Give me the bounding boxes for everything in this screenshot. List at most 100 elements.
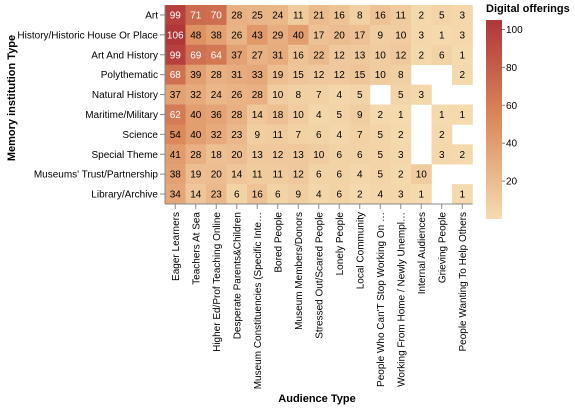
heatmap-cell xyxy=(411,164,432,185)
heatmap-cell xyxy=(288,5,309,26)
heatmap-cell xyxy=(452,44,473,65)
heatmap-cell xyxy=(247,24,268,46)
cell-value-label: 10 xyxy=(293,110,305,121)
cell-value-label: 12 xyxy=(293,170,305,181)
heatmap-cell xyxy=(370,64,391,85)
heatmap-cell xyxy=(247,5,268,26)
x-tick-label: Eager Learners xyxy=(171,212,182,281)
cell-value-label: 15 xyxy=(293,70,305,81)
y-tick-label: Art xyxy=(145,10,158,21)
heatmap-cell xyxy=(308,124,330,145)
cell-value-label: 1 xyxy=(398,110,404,121)
heatmap-cell xyxy=(431,124,453,145)
cell-value-label: 14 xyxy=(252,110,264,121)
cell-value-label: 28 xyxy=(252,90,264,101)
cell-value-label: 3 xyxy=(459,30,465,41)
cell-value-label: 10 xyxy=(313,150,325,161)
heatmap-cell xyxy=(390,84,412,105)
heatmap-cell xyxy=(267,44,289,65)
cell-value-label: 24 xyxy=(211,90,223,101)
cell-value-label: 1 xyxy=(418,190,424,201)
cell-value-label: 6 xyxy=(336,170,342,181)
cell-value-label: 2 xyxy=(357,190,363,201)
cell-value-label: 4 xyxy=(316,110,322,121)
cell-value-label: 10 xyxy=(375,70,387,81)
heatmap-cell xyxy=(370,44,391,65)
x-tick-label: Grieving People xyxy=(437,212,448,284)
cell-value-label: 27 xyxy=(252,50,264,61)
cell-value-label: 12 xyxy=(395,50,407,61)
heatmap-cell xyxy=(452,144,473,165)
cell-value-label: 19 xyxy=(190,170,202,181)
cell-value-label: 3 xyxy=(439,150,445,161)
cell-value-label: 16 xyxy=(375,10,387,21)
cell-value-label: 17 xyxy=(354,30,366,41)
heatmap-cell xyxy=(452,24,473,46)
heatmap-cell xyxy=(267,104,289,125)
heatmap-cell xyxy=(288,164,309,185)
heatmap-cell xyxy=(329,5,350,26)
heatmap-cell xyxy=(308,44,330,65)
cell-value-label: 1 xyxy=(439,30,445,41)
cell-value-label: 38 xyxy=(211,30,223,41)
heatmap-cell xyxy=(349,44,371,65)
heatmap-cell xyxy=(185,84,207,105)
cell-value-label: 14 xyxy=(231,170,243,181)
heatmap-cell xyxy=(370,5,391,26)
x-tick-label: Working From Home / Newly Unempl… xyxy=(396,212,407,387)
heatmap-cell xyxy=(288,144,309,165)
cell-value-label: 29 xyxy=(272,30,284,41)
x-tick-label: Internal Audiences xyxy=(417,212,428,294)
cell-value-label: 2 xyxy=(459,70,465,81)
heatmap-cell xyxy=(185,144,207,165)
cell-value-label: 33 xyxy=(252,70,264,81)
heatmap-cell xyxy=(452,104,473,125)
cell-value-label: 32 xyxy=(190,90,202,101)
cell-value-label: 14 xyxy=(190,190,202,201)
heatmap-cell xyxy=(411,84,432,105)
cell-value-label: 7 xyxy=(357,130,363,141)
cell-value-label: 54 xyxy=(170,130,182,141)
y-tick-label: Special Theme xyxy=(91,150,158,161)
heatmap-cell xyxy=(390,124,412,145)
heatmap-cell xyxy=(226,144,248,165)
heatmap-cell xyxy=(288,124,309,145)
cell-value-label: 41 xyxy=(170,150,182,161)
y-tick-label: Library/Archive xyxy=(91,190,158,201)
cell-value-label: 17 xyxy=(313,30,325,41)
heatmap-cell xyxy=(267,184,289,205)
cell-value-label: 5 xyxy=(398,90,404,101)
heatmap-cell xyxy=(329,64,350,85)
heatmap-cell xyxy=(390,104,412,125)
heatmap-cell xyxy=(165,184,186,205)
cell-value-label: 11 xyxy=(273,170,284,181)
heatmap-cell xyxy=(247,44,268,65)
heatmap-cell xyxy=(206,144,227,165)
heatmap-cell xyxy=(206,184,227,205)
heatmap-cell xyxy=(390,24,412,46)
cell-value-label: 3 xyxy=(398,150,404,161)
cell-value-label: 48 xyxy=(190,30,202,41)
cell-value-label: 70 xyxy=(211,10,223,21)
heatmap-cell xyxy=(349,164,371,185)
cell-value-label: 2 xyxy=(418,50,424,61)
cell-value-label: 28 xyxy=(190,150,202,161)
x-tick-label: Desperate Parents&Children xyxy=(232,212,243,339)
heatmap-cell xyxy=(226,184,248,205)
cell-value-label: 28 xyxy=(231,110,243,121)
heatmap-cell xyxy=(206,164,227,185)
cell-value-label: 6 xyxy=(275,190,281,201)
cell-value-label: 40 xyxy=(190,110,202,121)
cell-value-label: 6 xyxy=(316,130,322,141)
heatmap-cell xyxy=(452,184,473,205)
cell-value-label: 3 xyxy=(459,10,465,21)
cell-value-label: 2 xyxy=(398,170,404,181)
cell-value-label: 22 xyxy=(313,50,325,61)
cell-value-label: 26 xyxy=(231,30,243,41)
heatmap-cell xyxy=(452,5,473,26)
legend-ticks: 20 40 60 80 100 xyxy=(502,25,523,188)
cell-value-label: 12 xyxy=(272,150,284,161)
heatmap-cell xyxy=(185,24,207,46)
heatmap-cell xyxy=(329,84,350,105)
cell-value-label: 7 xyxy=(295,130,301,141)
